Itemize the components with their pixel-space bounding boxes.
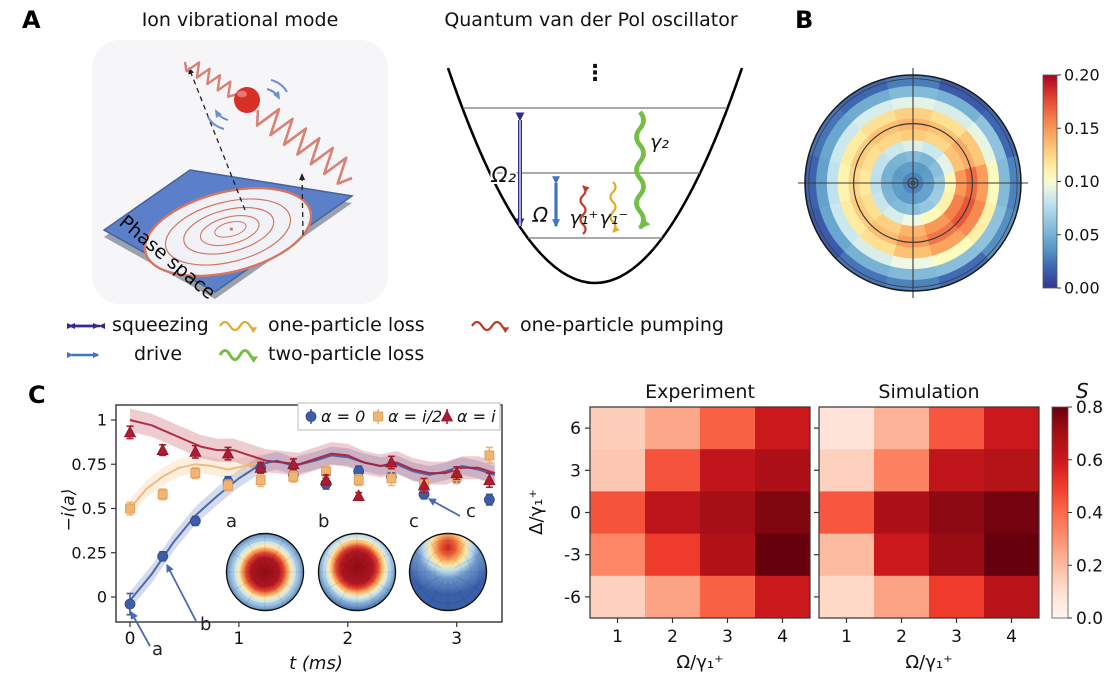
colorbar-s-tick: 0.4 [1076,504,1103,524]
legend-entry-label: α = i [457,407,496,426]
heatmap-y-tick: 0 [570,504,581,524]
heatmap-x-tick: 3 [951,627,962,647]
annotation-arrow [427,498,461,517]
colorbar-s [1051,406,1069,619]
x-tick-label: 1 [233,629,244,649]
squeezing-arrow-icon [67,323,105,329]
heatmap-x-tick: 3 [722,627,733,647]
y-tick-label: 0.5 [82,499,107,518]
series-line [129,461,261,510]
y-tick-label: 1 [97,411,107,430]
legend-entry-label: α = 0 [321,407,365,426]
inset-label: b [318,511,329,532]
one-particle-loss-icon [219,320,258,334]
panel-a-label: A [22,6,41,34]
heatmap-x-tick: 1 [841,627,852,647]
annotation-label: a [152,639,163,660]
heatmap-y-tick: -3 [564,546,581,566]
heatmap-x-tick: 2 [896,627,907,647]
y-tick-label: 0 [97,588,107,607]
colorbar-s-tick: 0.6 [1076,451,1103,471]
series-points [123,425,496,502]
inset-label: a [226,511,237,532]
colorbar-b-tick: 0.20 [1064,66,1100,85]
colorbar-b-tick: 0.10 [1064,172,1100,191]
heatmap-experiment [589,406,811,619]
motion-arrows [207,79,288,130]
series-line [129,419,496,475]
panel-a-right-title: Quantum van der Pol oscillator [444,9,738,31]
colorbar-s-label: S [1076,379,1089,403]
svg-text:γ₂: γ₂ [650,131,669,153]
x-axis-label: t (ms) [289,653,343,674]
y-tick-label: 0.75 [71,455,107,474]
ion-ball [234,87,260,113]
ion-spring [183,61,353,185]
drive-arrow-icon [67,352,100,358]
dashed-projection-line [299,173,306,236]
annotation-arrow [166,563,197,622]
legend-drive-label: drive [134,343,183,365]
y-axis-label: −i⟨a⟩ [59,489,79,532]
svg-text:Ω: Ω [532,203,549,227]
heatmap-y-tick: 3 [570,461,581,481]
x-tick-label: 0 [125,629,136,649]
heatmap-x-tick: 2 [667,627,678,647]
wigner-inset-b [317,532,397,612]
annotation-label: b [200,614,211,635]
heatmap-y-label: Δ/γ₁⁺ [528,489,547,535]
heatmap-x-label: Ω/γ₁⁺ [905,652,952,673]
wigner-inset-a [225,532,305,612]
van-der-pol-potential-well: ⋮ Ω₂ Ω γ₁⁺ γ₁⁻ γ₂ [446,61,744,285]
svg-text:γ₁⁺: γ₁⁺ [570,207,599,229]
heatmap-y-tick: -6 [564,588,581,608]
colorbar-b-tick: 0.15 [1064,119,1100,138]
panel-b-label: B [795,6,814,34]
experiment-simulation-heatmaps: Experiment 1 2 3 4 Ω/γ₁⁺ 6 3 0 -3 -6 Simulation 1 2 3 4… [528,379,1103,673]
svg-text:⋮: ⋮ [584,61,606,86]
phase-space-platform: Phase space [102,169,354,304]
wigner-polar-heatmap: 0.20 0.15 0.10 0.05 0.00 [798,66,1100,298]
panel-c-label: C [28,381,46,409]
panel-a-left-title: Ion vibrational mode [141,9,339,31]
dashed-projection-line [188,67,246,211]
legend-two-particle-loss-label: two-particle loss [268,343,425,365]
legend-entry-label: α = i/2 [388,407,442,426]
heatmap-y-tick: 6 [570,419,581,439]
annotation-label: c [466,501,476,522]
confidence-band [130,446,495,610]
svg-text:Ω₂: Ω₂ [491,163,517,187]
polar-grid-overlay [798,68,1028,298]
chart-legend: α = 0 α = i/2 α = i [297,402,501,431]
x-tick-label: 3 [451,629,462,649]
y-tick-label: 0.25 [71,543,107,562]
colorbar-s-tick: 0.8 [1076,398,1103,418]
colorbar-s-tick: 0.0 [1076,609,1103,629]
inset-label: c [409,511,419,532]
ion-vibrational-mode-illustration: Phase space [92,40,388,304]
legend-squeezing-label: squeezing [112,314,209,336]
heatmap-x-tick: 4 [1006,627,1017,647]
heatmap-x-tick: 4 [777,627,788,647]
colorbar-b [1042,74,1058,289]
legend-one-particle-loss-label: one-particle loss [268,314,425,336]
heatmap-title: Simulation [878,381,979,403]
heatmap-x-label: Ω/γ₁⁺ [676,652,723,673]
two-particle-loss-icon [218,349,259,364]
colorbar-b-tick: 0.05 [1064,225,1100,244]
legend-one-particle-pumping-label: one-particle pumping [520,314,724,336]
polar-cells [804,74,1022,292]
heatmap-title: Experiment [645,381,755,403]
wigner-inset-c [408,532,488,612]
svg-text:γ₁⁻: γ₁⁻ [600,207,629,229]
annotation-arrow [130,610,151,647]
one-particle-pumping-icon [471,320,510,334]
heatmap-simulation [818,406,1040,619]
colorbar-b-tick: 0.00 [1064,279,1100,298]
x-tick-label: 2 [342,629,353,649]
heatmap-x-tick: 1 [612,627,623,647]
colorbar-s-tick: 0.2 [1076,556,1103,576]
